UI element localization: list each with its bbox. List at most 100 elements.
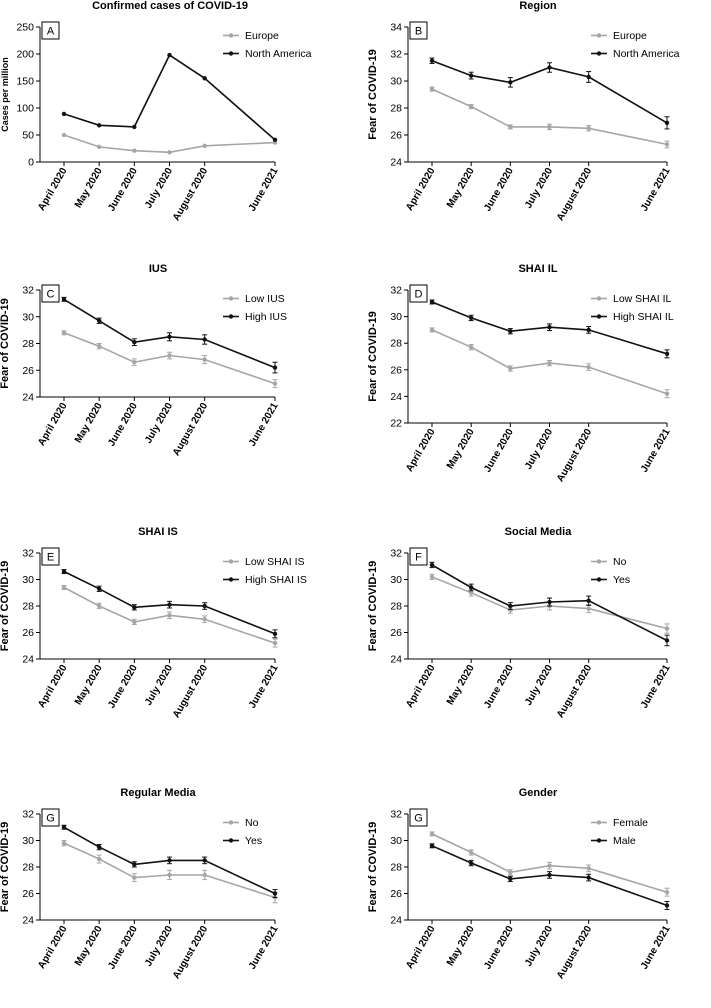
- data-point: [167, 858, 172, 863]
- data-point: [272, 631, 278, 637]
- y-tick-label: 30: [390, 574, 402, 586]
- panel-letter-box: [41, 21, 60, 40]
- panel-letter-box: [41, 547, 60, 566]
- data-point: [468, 315, 474, 321]
- data-point: [202, 617, 207, 622]
- data-point: [468, 104, 474, 109]
- data-point: [61, 840, 67, 846]
- data-point: [547, 599, 552, 605]
- x-tick-label: August 2020: [555, 663, 594, 720]
- series-line-2: [431, 845, 668, 907]
- legend-entry: Low SHAI IL: [613, 293, 672, 305]
- y-tick-label: 32: [390, 809, 402, 821]
- x-tick-label: May 2020: [73, 924, 105, 968]
- chart-title: Confirmed cases of COVID-19: [92, 0, 248, 12]
- chart-title: Gender: [519, 787, 558, 799]
- x-tick-label: June 2021: [247, 663, 281, 711]
- y-tick-label: 32: [390, 285, 402, 297]
- y-tick-label: 28: [22, 862, 34, 874]
- y-tick-label: 30: [390, 76, 402, 88]
- legend-marker: [228, 51, 234, 56]
- y-tick-label: 30: [390, 311, 402, 323]
- series-line-1: [431, 88, 668, 146]
- data-point: [167, 602, 172, 607]
- data-point: [429, 574, 435, 580]
- x-tick-label: April 2020: [36, 663, 70, 710]
- series-line-2: [63, 53, 276, 141]
- y-tick-label: 28: [390, 862, 402, 874]
- x-tick-label: July 2020: [143, 924, 175, 969]
- y-tick-label: 32: [22, 285, 34, 297]
- legend-entry: Europe: [245, 30, 279, 42]
- x-tick-label: June 2021: [247, 401, 281, 449]
- data-point: [429, 327, 435, 333]
- data-point: [664, 626, 670, 631]
- data-point: [272, 137, 278, 143]
- x-tick-label: June 2021: [639, 663, 673, 711]
- legend-marker: [228, 314, 234, 319]
- series-line-2: [431, 301, 668, 355]
- y-tick-label: 30: [22, 574, 34, 586]
- series-line-2: [431, 564, 668, 642]
- y-tick-label: 26: [22, 888, 34, 900]
- legend-marker: [596, 838, 602, 843]
- data-point: [167, 52, 172, 58]
- y-tick-label: 28: [390, 338, 402, 350]
- data-point: [508, 876, 513, 882]
- series-line-1: [431, 833, 668, 893]
- data-point: [664, 391, 670, 396]
- data-point: [132, 862, 137, 867]
- data-point: [132, 360, 137, 365]
- y-tick-label: 28: [390, 601, 402, 613]
- data-point: [167, 334, 172, 340]
- data-point: [272, 640, 278, 646]
- data-point: [132, 339, 137, 345]
- x-tick-label: May 2020: [73, 663, 105, 707]
- x-tick-label: August 2020: [171, 166, 210, 223]
- data-point: [547, 360, 552, 366]
- y-tick-label: 30: [390, 835, 402, 847]
- series-line-2: [63, 298, 276, 369]
- x-tick-label: June 2021: [247, 924, 281, 972]
- data-point: [272, 891, 278, 896]
- y-tick-label: 32: [22, 548, 34, 560]
- x-tick-label: June 2020: [482, 166, 516, 214]
- data-point: [96, 586, 102, 591]
- y-tick-label: 24: [390, 391, 402, 403]
- legend-entry: No: [245, 817, 259, 829]
- x-tick-label: July 2020: [523, 427, 555, 472]
- data-point: [508, 366, 513, 371]
- y-tick-label: 50: [22, 130, 34, 142]
- legend-entry: Europe: [613, 30, 647, 42]
- legend-entry: Low SHAI IS: [245, 556, 305, 568]
- data-point: [96, 318, 102, 323]
- data-point: [586, 866, 591, 871]
- data-point: [586, 74, 591, 80]
- x-tick-label: June 2021: [639, 924, 673, 972]
- x-tick-label: June 2020: [106, 401, 140, 449]
- data-point: [664, 142, 670, 147]
- y-tick-label: 24: [390, 157, 402, 169]
- panel-letter: E: [47, 552, 54, 564]
- y-tick-label: 24: [22, 915, 34, 927]
- data-point: [547, 872, 552, 878]
- y-tick-label: 32: [390, 548, 402, 560]
- data-point: [468, 860, 474, 866]
- data-point: [202, 357, 207, 362]
- series-line-1: [63, 134, 276, 154]
- x-tick-label: May 2020: [445, 924, 477, 968]
- legend-marker: [228, 33, 234, 38]
- x-tick-label: May 2020: [445, 427, 477, 471]
- data-point: [429, 58, 435, 63]
- y-tick-label: 28: [22, 601, 34, 613]
- x-tick-label: April 2020: [404, 166, 438, 213]
- data-point: [61, 585, 67, 590]
- y-tick-label: 32: [390, 49, 402, 61]
- x-tick-label: August 2020: [171, 924, 210, 981]
- panel-letter-box: [409, 547, 428, 566]
- data-point: [202, 603, 207, 609]
- x-tick-label: July 2020: [143, 663, 175, 708]
- data-point: [167, 353, 172, 358]
